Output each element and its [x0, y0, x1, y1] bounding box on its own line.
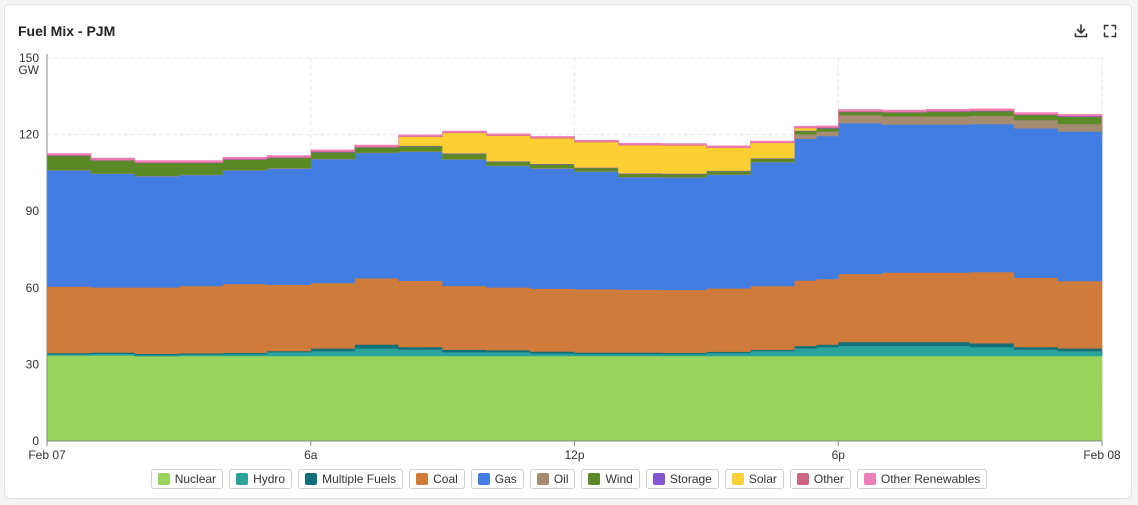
- x-tick-label: 6p: [832, 448, 846, 462]
- legend-label: Coal: [433, 472, 458, 486]
- legend-item-oil[interactable]: Oil: [529, 469, 576, 489]
- legend-swatch: [536, 473, 549, 485]
- legend-swatch: [731, 473, 744, 485]
- y-tick-label: 150: [19, 51, 39, 65]
- legend-swatch: [863, 473, 876, 485]
- legend-swatch: [236, 473, 249, 485]
- y-unit-label: GW: [18, 63, 39, 77]
- chart-legend: Nuclear Hydro Multiple Fuels Coal Gas Oil Wind…: [5, 469, 1133, 489]
- y-tick-label: 30: [26, 357, 40, 371]
- legend-item-other-renewables[interactable]: Other Renewables: [856, 469, 988, 489]
- legend-label: Hydro: [253, 472, 286, 486]
- legend-label: Oil: [553, 472, 569, 486]
- legend-label: Wind: [605, 472, 633, 486]
- y-tick-label: 90: [26, 204, 40, 218]
- area-other-renewables: [46, 108, 1103, 163]
- legend-label: Multiple Fuels: [322, 472, 397, 486]
- legend-label: Other: [813, 472, 844, 486]
- legend-item-solar[interactable]: Solar: [724, 469, 784, 489]
- area-nuclear: [46, 355, 1103, 442]
- x-tick-label: 6a: [304, 448, 318, 462]
- legend-label: Storage: [669, 472, 712, 486]
- chart-title: Fuel Mix - PJM: [18, 23, 116, 39]
- legend-item-wind[interactable]: Wind: [581, 469, 640, 489]
- legend-swatch: [652, 473, 665, 485]
- legend-swatch: [416, 473, 429, 485]
- legend-item-storage[interactable]: Storage: [645, 469, 719, 489]
- legend-item-multiple-fuels[interactable]: Multiple Fuels: [298, 469, 404, 489]
- legend-swatch: [305, 473, 318, 485]
- y-tick-label: 60: [26, 281, 40, 295]
- x-tick-label: Feb 07: [28, 448, 66, 462]
- legend-label: Nuclear: [174, 472, 217, 486]
- y-tick-label: 0: [32, 434, 39, 448]
- download-icon[interactable]: [1073, 23, 1089, 39]
- legend-swatch: [796, 473, 809, 485]
- legend-label: Other Renewables: [880, 472, 981, 486]
- x-tick-label: 12p: [564, 448, 584, 462]
- legend-label: Solar: [748, 472, 777, 486]
- legend-item-hydro[interactable]: Hydro: [229, 469, 293, 489]
- legend-item-gas[interactable]: Gas: [470, 469, 524, 489]
- legend-item-coal[interactable]: Coal: [409, 469, 465, 489]
- legend-item-nuclear[interactable]: Nuclear: [150, 469, 224, 489]
- legend-item-other[interactable]: Other: [789, 469, 851, 489]
- fullscreen-icon[interactable]: [1102, 23, 1118, 39]
- legend-swatch: [477, 473, 490, 485]
- legend-swatch: [157, 473, 170, 485]
- legend-label: Gas: [494, 472, 517, 486]
- x-tick-label: Feb 08: [1083, 448, 1121, 462]
- fuel-mix-card: Fuel Mix - PJM 0 30 60 90 120 150 GW Feb 07 6a 12…: [4, 4, 1132, 499]
- legend-swatch: [588, 473, 601, 485]
- y-tick-label: 120: [19, 128, 39, 142]
